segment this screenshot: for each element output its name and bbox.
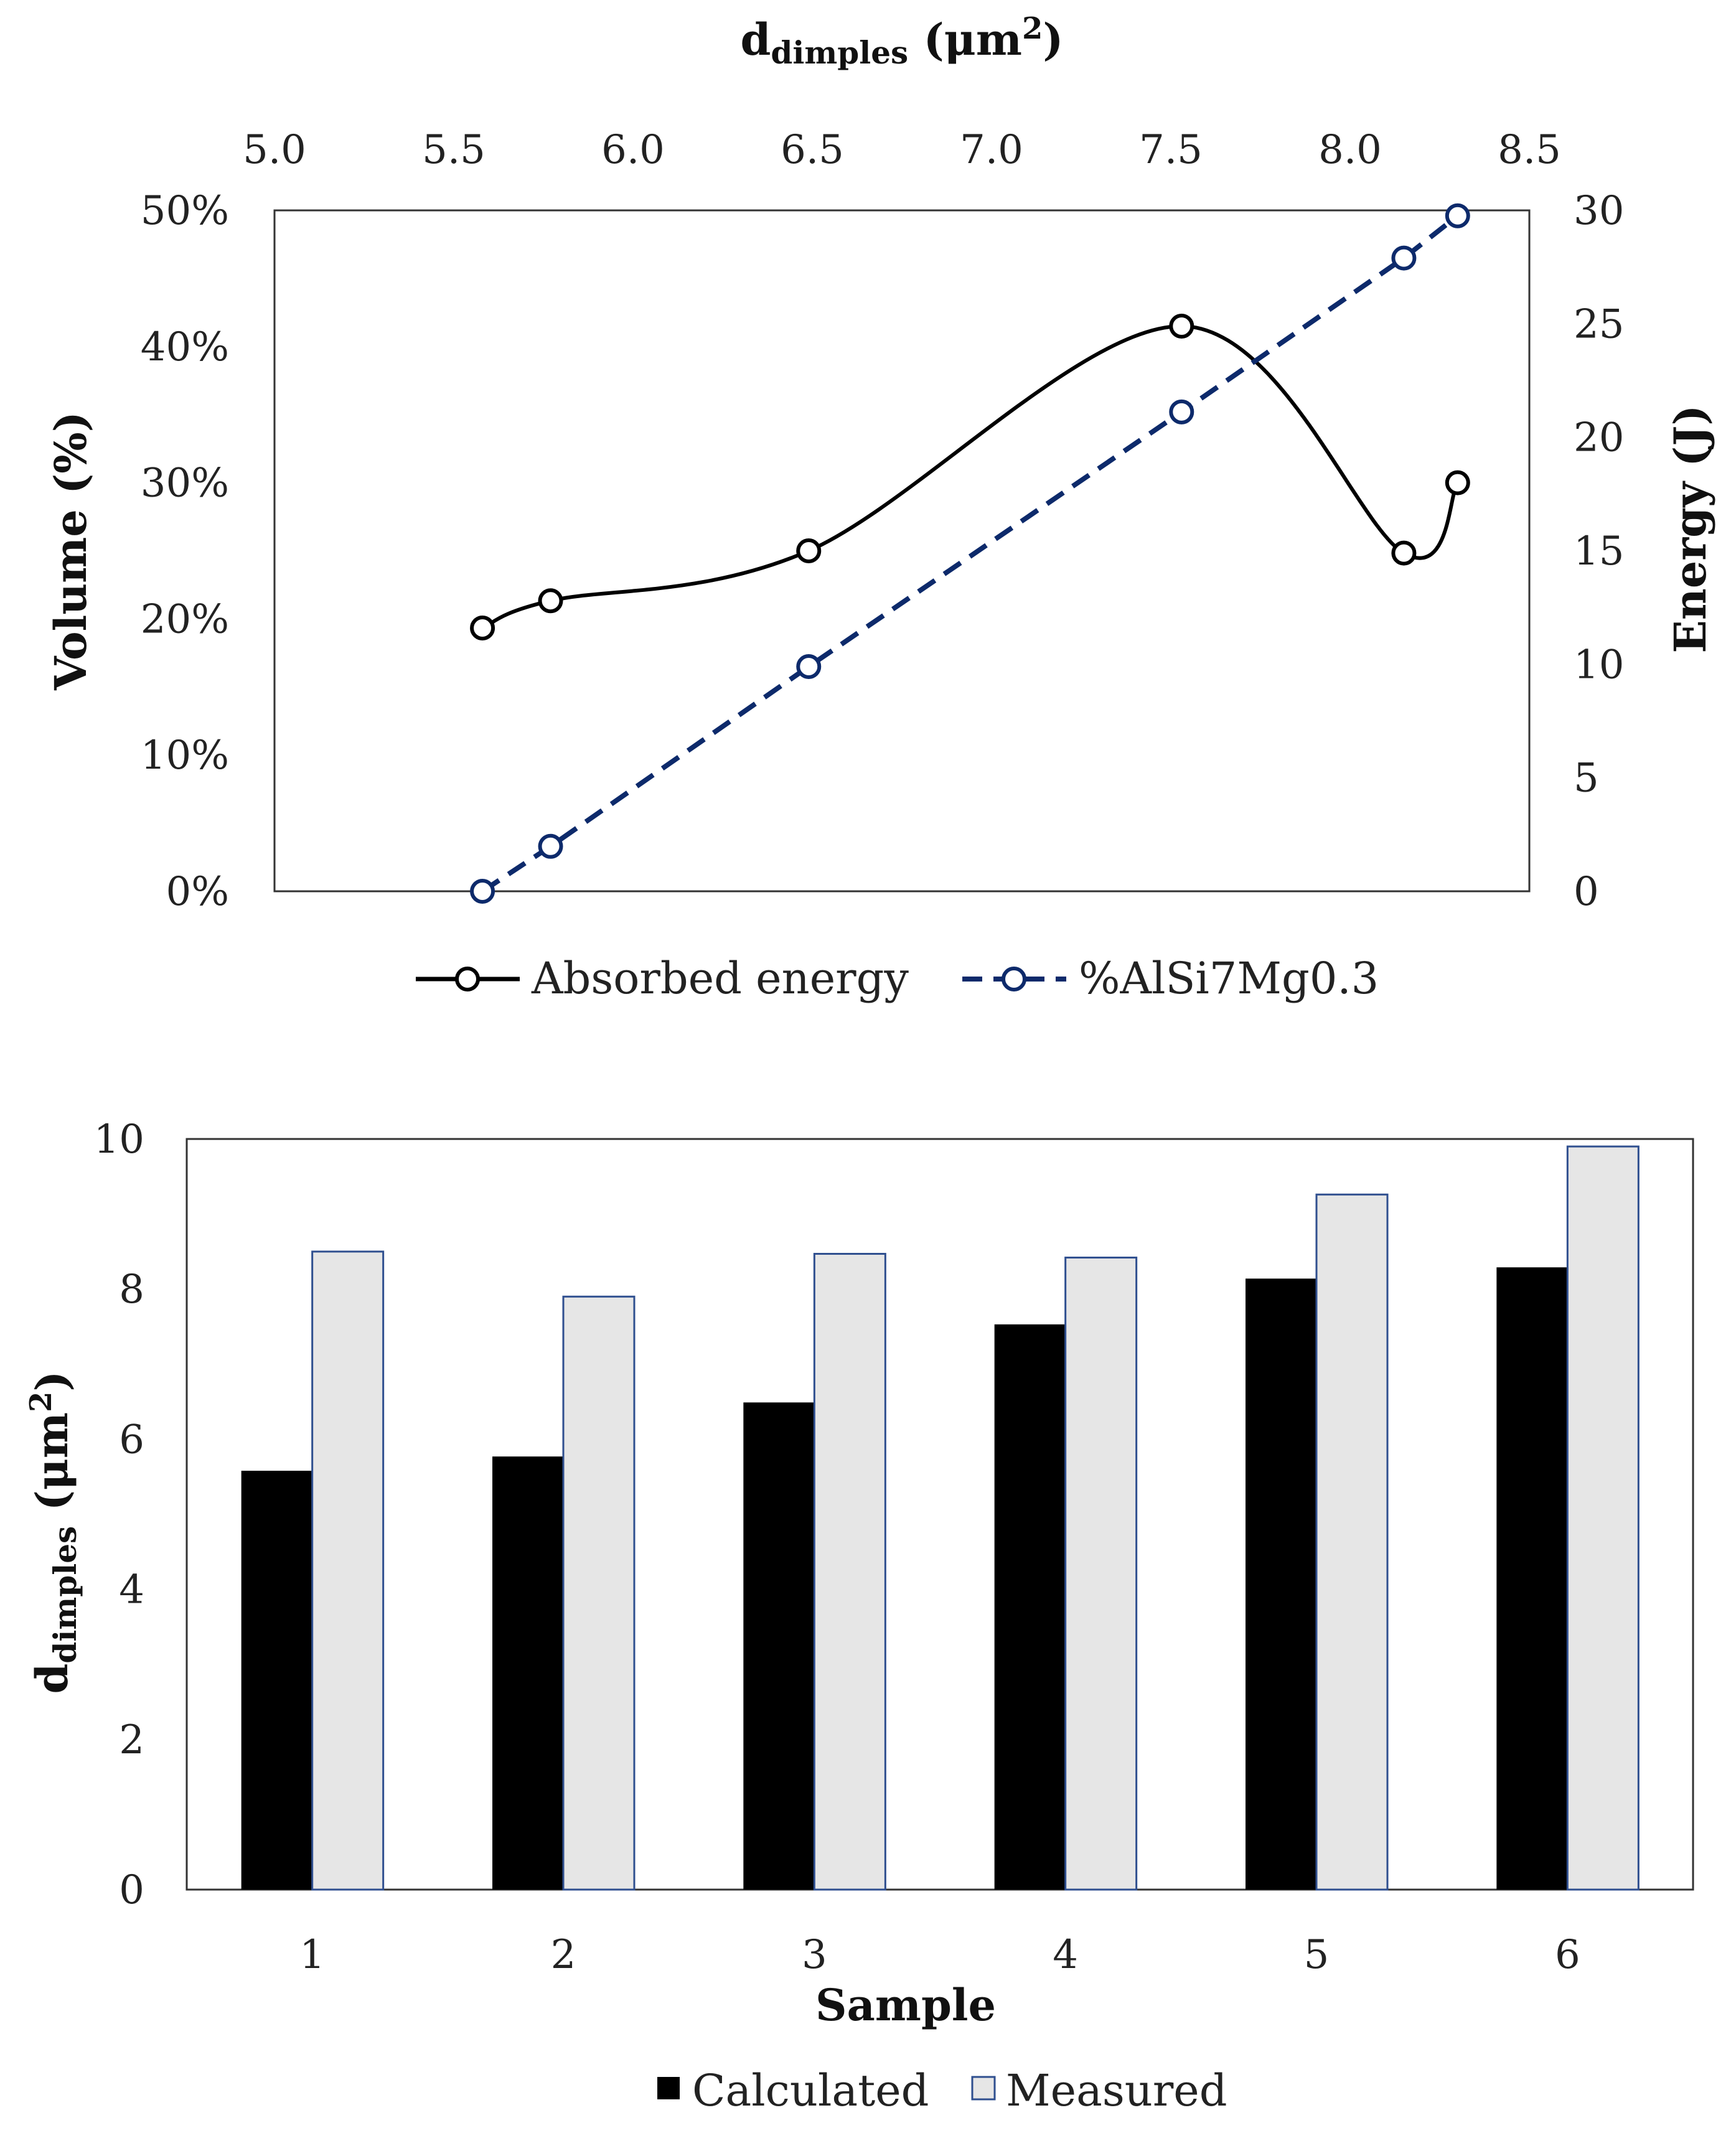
bar-x-tick-labels: 1 2 3 4 5 6	[299, 1932, 1580, 1978]
bar-x-tick-label: 4	[1053, 1932, 1078, 1978]
bar-y-tick-labels: 0 2 4 6 8 10	[94, 1117, 144, 1913]
data-point-absorbed-energy	[1445, 470, 1470, 495]
bar-measured-4	[1064, 1257, 1138, 1891]
left-y-tick-label: 30%	[141, 461, 229, 507]
right-y-axis-title: Energy (J)	[1664, 405, 1716, 653]
bar-measured-2	[562, 1295, 636, 1891]
bar-calculated-1	[241, 1471, 312, 1890]
bar-y-tick-label: 0	[119, 1867, 144, 1913]
left-y-tick-label: 0%	[166, 869, 229, 915]
left-y-tick-label: 10%	[141, 733, 229, 779]
right-y-tick-label: 0	[1574, 869, 1599, 915]
bar-calculated-4	[994, 1324, 1066, 1890]
left-y-tick-label: 20%	[141, 596, 229, 642]
left-y-tick-label: 50%	[141, 188, 229, 234]
right-y-tick-label: 20	[1574, 415, 1624, 461]
bar-measured-3	[813, 1253, 886, 1891]
right-y-tick-label: 5	[1574, 756, 1599, 802]
bar-calculated-6	[1496, 1267, 1568, 1890]
legend-swatch-calculated	[657, 2077, 680, 2099]
top-x-tick-label: 7.5	[1139, 127, 1203, 173]
legend-marker-alsi7mg	[1002, 967, 1026, 991]
bar-y-tick-label: 10	[94, 1117, 144, 1163]
data-point-alsi7mg0-3	[1445, 203, 1470, 228]
bar-chart-legend: Calculated Measured	[657, 2065, 1227, 2116]
line-series-group	[470, 203, 1470, 904]
top-x-tick-label: 8.0	[1318, 127, 1382, 173]
right-y-tick-label: 30	[1574, 188, 1624, 234]
legend-label-calculated: Calculated	[692, 2065, 929, 2116]
bar-chart-plot-area	[185, 1138, 1694, 1891]
top-x-tick-label: 8.5	[1498, 127, 1561, 173]
bar-measured-5	[1315, 1193, 1389, 1891]
top-x-tick-label: 5.0	[243, 127, 306, 173]
line-chart-legend: Absorbed energy %AlSi7Mg0.3	[416, 953, 1379, 1004]
bar-x-tick-label: 5	[1304, 1932, 1330, 1978]
left-y-tick-labels: 0% 10% 20% 30% 40% 50%	[141, 188, 229, 915]
legend-marker-absorbed-energy	[455, 967, 480, 991]
data-point-absorbed-energy	[1391, 540, 1417, 566]
bar-y-tick-label: 4	[119, 1567, 144, 1613]
bar-x-tick-label: 1	[299, 1932, 325, 1978]
bar-x-axis-title: Sample	[815, 1979, 996, 2031]
right-y-tick-labels: 0 5 10 15 20 25 30	[1574, 188, 1624, 915]
right-y-tick-label: 25	[1574, 301, 1624, 347]
bar-calculated-2	[492, 1456, 563, 1890]
legend-label-absorbed-energy: Absorbed energy	[531, 953, 909, 1004]
data-point-alsi7mg0-3	[796, 654, 822, 679]
bar-measured-1	[311, 1250, 385, 1891]
bar-calculated-3	[743, 1402, 815, 1890]
top-x-tick-label: 6.0	[601, 127, 665, 173]
data-point-alsi7mg0-3	[470, 879, 495, 904]
bar-calculated-5	[1246, 1278, 1316, 1890]
right-y-tick-label: 15	[1574, 528, 1624, 574]
line-chart: ddimples (μm2) 5.0 5.5 6.0 6.5 7.0 7.5 8.0 8.5 …	[45, 11, 1716, 1004]
left-y-axis-title: Volume (%)	[45, 411, 96, 691]
right-y-tick-label: 10	[1574, 642, 1624, 688]
left-y-tick-label: 40%	[141, 324, 229, 370]
top-x-tick-label: 5.5	[422, 127, 486, 173]
bar-y-axis-title: ddimples (μm2)	[24, 1371, 83, 1694]
legend-swatch-measured	[971, 2076, 996, 2101]
bar-y-tick-label: 2	[119, 1717, 144, 1763]
bar-x-tick-label: 2	[551, 1932, 576, 1978]
bar-series-group	[241, 1145, 1640, 1891]
line-chart-plot-area	[273, 209, 1531, 893]
data-point-absorbed-energy	[470, 615, 495, 640]
legend-label-alsi7mg: %AlSi7Mg0.3	[1079, 953, 1379, 1004]
bar-y-tick-label: 6	[119, 1417, 144, 1463]
top-x-tick-label: 6.5	[781, 127, 844, 173]
top-x-tick-labels: 5.0 5.5 6.0 6.5 7.0 7.5 8.0 8.5	[243, 127, 1561, 173]
data-point-absorbed-energy	[1169, 313, 1194, 339]
data-point-absorbed-energy	[538, 588, 563, 614]
data-point-alsi7mg0-3	[538, 833, 563, 859]
top-x-axis-title: ddimples (μm2)	[740, 11, 1063, 71]
data-point-alsi7mg0-3	[1169, 399, 1194, 424]
bar-x-tick-label: 6	[1555, 1932, 1580, 1978]
data-point-absorbed-energy	[796, 538, 822, 563]
data-point-alsi7mg0-3	[1391, 245, 1417, 271]
bar-y-tick-label: 8	[119, 1267, 144, 1313]
bar-x-tick-label: 3	[802, 1932, 827, 1978]
legend-label-measured: Measured	[1006, 2065, 1227, 2116]
bar-measured-6	[1566, 1145, 1640, 1891]
top-x-tick-label: 7.0	[960, 127, 1023, 173]
